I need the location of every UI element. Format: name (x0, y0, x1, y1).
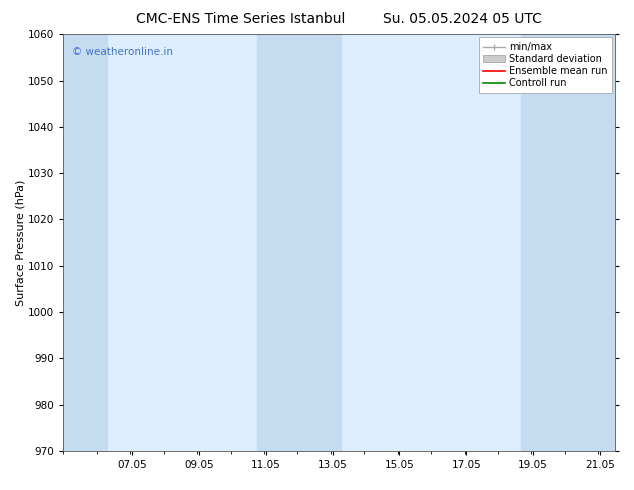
Bar (521, 34, 615, 451)
Y-axis label: Surface Pressure (hPa): Surface Pressure (hPa) (15, 179, 25, 306)
Text: Su. 05.05.2024 05 UTC: Su. 05.05.2024 05 UTC (384, 12, 542, 26)
Bar (63, 34, 107, 451)
Text: CMC-ENS Time Series Istanbul: CMC-ENS Time Series Istanbul (136, 12, 346, 26)
Legend: min/max, Standard deviation, Ensemble mean run, Controll run: min/max, Standard deviation, Ensemble me… (479, 37, 612, 93)
Text: © weatheronline.in: © weatheronline.in (72, 47, 172, 57)
Bar (257, 34, 341, 451)
